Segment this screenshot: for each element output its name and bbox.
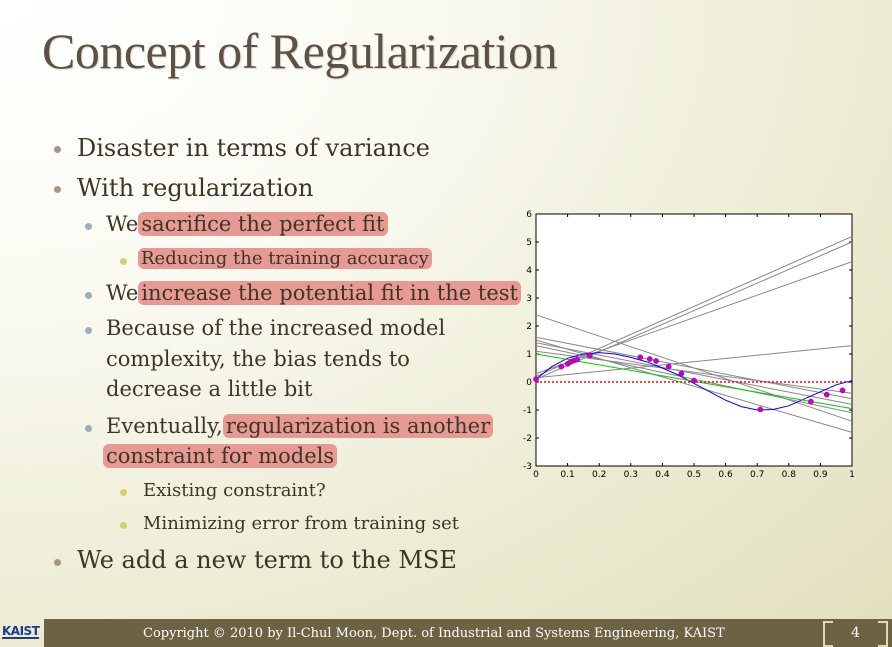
model-line — [535, 350, 853, 394]
bullet-dot — [54, 559, 61, 566]
y-tick-label: 6 — [526, 210, 532, 220]
kaist-logo: KAIST — [2, 624, 40, 639]
y-tick-label: 3 — [526, 294, 532, 304]
data-point — [665, 363, 672, 370]
bullet-increase-fit: We increase the potential fit in the test — [106, 281, 521, 305]
x-tick-label: 0.4 — [655, 470, 670, 480]
bracket-right-icon — [878, 621, 888, 647]
footer-bar — [44, 619, 820, 647]
model-line — [535, 345, 853, 379]
y-tick-label: 1 — [526, 350, 532, 360]
data-point — [637, 354, 644, 361]
x-tick-label: 0.6 — [718, 470, 733, 480]
x-tick-label: 1 — [849, 470, 855, 480]
bullet-dot — [54, 186, 61, 193]
bullet-disaster: Disaster in terms of variance — [77, 134, 430, 162]
page-number-box — [820, 619, 892, 647]
data-point — [839, 387, 846, 394]
highlight-reducing: Reducing the training accuracy — [138, 248, 432, 269]
data-point — [533, 376, 539, 383]
slide-title: Concept of Regularization — [42, 23, 558, 79]
bullet-dot — [85, 223, 92, 230]
bullet-dot — [54, 146, 61, 153]
x-tick-label: 0.8 — [782, 470, 797, 480]
bullet-minimizing-error: Minimizing error from training set — [143, 513, 459, 534]
data-point — [574, 356, 580, 363]
data-point — [653, 358, 659, 364]
bullet-dot — [85, 327, 92, 334]
bullet-with-regularization: With regularization — [77, 174, 314, 202]
bullet-bias-line2: complexity, the bias tends to — [106, 347, 410, 371]
bullet-dot — [120, 489, 127, 496]
data-point — [757, 406, 764, 413]
x-tick-label: 0 — [533, 470, 539, 480]
copyright-text: Copyright © 2010 by Il-Chul Moon, Dept. … — [143, 626, 725, 641]
bullet-bias-line3: decrease a little bit — [106, 377, 313, 401]
highlight-constraint: constraint for models — [103, 444, 338, 468]
bullet-prefix: We — [106, 212, 139, 236]
bullet-add-term: We add a new term to the MSE — [77, 546, 457, 574]
x-tick-label: 0.9 — [813, 470, 828, 480]
bullet-dot — [120, 258, 127, 265]
data-point — [558, 363, 565, 370]
bullet-dot — [120, 522, 127, 529]
x-tick-label: 0.5 — [687, 470, 701, 480]
y-tick-label: -2 — [523, 434, 532, 444]
x-tick-label: 0.2 — [592, 470, 606, 480]
bullet-prefix: We — [106, 281, 139, 305]
plot-area — [535, 213, 853, 467]
y-tick-label: -1 — [523, 406, 532, 416]
x-tick-label: 0.7 — [750, 470, 764, 480]
bullet-bias-line1: Because of the increased model — [106, 316, 446, 340]
bullet-existing-constraint: Existing constraint? — [143, 480, 326, 501]
footer: KAIST Copyright © 2010 by Il-Chul Moon, … — [0, 619, 892, 647]
model-line — [535, 314, 853, 422]
y-tick-label: 4 — [526, 266, 532, 276]
bullet-dot — [85, 292, 92, 299]
y-tick-label: 0 — [526, 378, 532, 388]
data-point — [823, 391, 830, 398]
y-tick-label: 2 — [526, 322, 532, 332]
data-point — [646, 356, 653, 362]
data-point — [808, 398, 814, 405]
bracket-left-icon — [823, 621, 833, 647]
bullet-reducing-accuracy: Reducing the training accuracy — [138, 248, 432, 269]
bullet-prefix: Eventually, — [106, 414, 223, 438]
page-number: 4 — [851, 625, 860, 641]
highlight-increase: increase the potential fit in the test — [138, 281, 521, 305]
y-tick-label: 5 — [526, 238, 532, 248]
data-point — [691, 377, 697, 384]
bullet-eventually-line2: constraint for models — [103, 444, 338, 468]
y-tick-label: -3 — [523, 462, 532, 472]
highlight-regularization: regularization is another — [222, 414, 494, 438]
data-point — [678, 370, 685, 377]
bullet-eventually-line1: Eventually, regularization is another — [106, 414, 494, 438]
regularization-plot: 0 0.1 0.2 0.3 0.4 0.5 0.6 0.7 0.8 0.9 1 -3 -2 -1 0 1 2 3 4… — [523, 210, 855, 480]
bullet-dot — [85, 425, 92, 432]
data-point — [586, 352, 593, 359]
x-tick-label: 0.3 — [624, 470, 638, 480]
highlight-sacrifice: sacrifice the perfect fit — [138, 212, 388, 236]
bullet-sacrifice: We sacrifice the perfect fit — [106, 212, 388, 236]
x-tick-label: 0.1 — [560, 470, 574, 480]
